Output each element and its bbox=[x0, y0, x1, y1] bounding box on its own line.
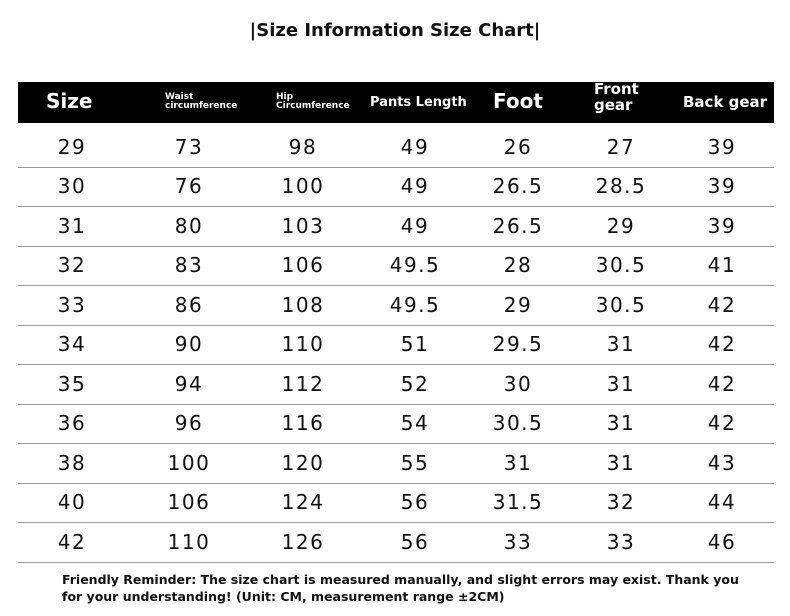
table-cell: 31 bbox=[503, 450, 533, 475]
table-cell: 28.5 bbox=[595, 174, 647, 199]
table-cell: 31 bbox=[606, 450, 636, 475]
footer-note: Friendly Reminder: The size chart is mea… bbox=[62, 572, 739, 604]
table-header: Size Waist circumference Hip Circumference… bbox=[18, 80, 774, 123]
table-cell: 110 bbox=[167, 529, 211, 554]
table-cell: 40 bbox=[57, 490, 87, 515]
table-cell: 106 bbox=[167, 490, 211, 515]
table-cell: 41 bbox=[707, 253, 737, 278]
table-cell: 73 bbox=[174, 135, 204, 159]
table-cell: 110 bbox=[281, 332, 325, 357]
table-cell: 42 bbox=[57, 529, 87, 554]
table-cell: 42 bbox=[707, 371, 737, 396]
table-cell: 26 bbox=[503, 135, 533, 159]
table-cell: 36 bbox=[57, 411, 87, 436]
header-cell: Back gear bbox=[683, 93, 768, 111]
table-cell: 30.5 bbox=[595, 292, 647, 317]
table-cell: 49.5 bbox=[389, 292, 441, 317]
row-divider bbox=[18, 245, 774, 247]
table-cell: 33 bbox=[606, 529, 636, 554]
table-cell: 100 bbox=[281, 174, 325, 199]
table-cell: 90 bbox=[174, 332, 204, 357]
table-cell: 26.5 bbox=[492, 213, 544, 238]
table-cell: 46 bbox=[707, 529, 737, 554]
table-cell: 39 bbox=[707, 135, 737, 159]
row-divider bbox=[18, 482, 774, 484]
table-cell: 28 bbox=[503, 253, 533, 278]
table-cell: 31 bbox=[606, 332, 636, 357]
row-divider bbox=[18, 167, 774, 168]
table-cell: 33 bbox=[503, 529, 533, 554]
table-cell: 39 bbox=[707, 174, 737, 199]
table-cell: 29 bbox=[606, 213, 636, 238]
table-cell: 30.5 bbox=[595, 253, 647, 278]
table-cell: 29.5 bbox=[492, 332, 544, 357]
table-cell: 100 bbox=[167, 450, 211, 475]
table-cell: 49 bbox=[400, 174, 430, 199]
row-divider bbox=[18, 285, 774, 287]
table-cell: 51 bbox=[400, 332, 430, 357]
table-cell: 103 bbox=[281, 213, 325, 238]
table-cell: 31 bbox=[606, 371, 636, 396]
table-cell: 35 bbox=[57, 371, 87, 396]
table-cell: 33 bbox=[57, 292, 87, 317]
row-divider bbox=[18, 522, 774, 524]
table-cell: 96 bbox=[174, 411, 204, 436]
row-divider bbox=[18, 324, 774, 326]
table-cell: 42 bbox=[707, 332, 737, 357]
table-cell: 29 bbox=[503, 292, 533, 317]
table-cell: 94 bbox=[174, 371, 204, 396]
table-cell: 106 bbox=[281, 253, 325, 278]
title: |Size Information Size Chart| bbox=[249, 20, 541, 41]
table-cell: 83 bbox=[174, 253, 204, 278]
table-cell: 38 bbox=[57, 450, 87, 475]
table-cell: 30 bbox=[503, 371, 533, 396]
table-cell: 126 bbox=[281, 529, 325, 554]
table-cell: 108 bbox=[281, 292, 325, 317]
header-cell: Pants Length bbox=[370, 95, 467, 110]
table-cell: 34 bbox=[57, 332, 87, 357]
row-divider bbox=[18, 403, 774, 405]
table-cell: 56 bbox=[400, 529, 430, 554]
row-divider bbox=[18, 443, 774, 445]
table-cell: 55 bbox=[400, 450, 430, 475]
header-cell: Size bbox=[46, 89, 93, 113]
table-cell: 56 bbox=[400, 490, 430, 515]
header-cell: Hip Circumference bbox=[276, 92, 350, 112]
table-cell: 49 bbox=[400, 213, 430, 238]
table-cell: 86 bbox=[174, 292, 204, 317]
row-divider bbox=[18, 364, 774, 366]
table-cell: 49 bbox=[400, 135, 430, 159]
table-cell: 44 bbox=[707, 490, 737, 515]
table-cell: 32 bbox=[57, 253, 87, 278]
table-cell: 32 bbox=[606, 490, 636, 515]
table-cell: 116 bbox=[281, 411, 325, 436]
table-cell: 43 bbox=[707, 450, 737, 475]
table-cell: 26.5 bbox=[492, 174, 544, 199]
table-cell: 54 bbox=[400, 411, 430, 436]
table-cell: 31.5 bbox=[492, 490, 544, 515]
table-cell: 124 bbox=[281, 490, 325, 515]
header-cell: Waist circumference bbox=[165, 92, 238, 112]
table-cell: 42 bbox=[707, 411, 737, 436]
table-cell: 112 bbox=[281, 371, 325, 396]
table-cell: 31 bbox=[606, 411, 636, 436]
table-cell: 31 bbox=[57, 213, 87, 238]
header-cell: Foot bbox=[493, 89, 543, 113]
table-cell: 80 bbox=[174, 213, 204, 238]
table-cell: 52 bbox=[400, 371, 430, 396]
table-cell: 29 bbox=[57, 135, 87, 159]
table-cell: 76 bbox=[174, 174, 204, 199]
table-cell: 39 bbox=[707, 213, 737, 238]
table-cell: 98 bbox=[288, 135, 318, 159]
table-cell: 120 bbox=[281, 450, 325, 475]
table-cell: 42 bbox=[707, 292, 737, 317]
table-cell: 27 bbox=[606, 135, 636, 159]
row-divider bbox=[18, 206, 774, 208]
table-cell: 49.5 bbox=[389, 253, 441, 278]
row-divider bbox=[18, 561, 774, 563]
table-cell: 30 bbox=[57, 174, 87, 199]
table-cell: 30.5 bbox=[492, 411, 544, 436]
header-cell: Front gear bbox=[594, 80, 639, 114]
